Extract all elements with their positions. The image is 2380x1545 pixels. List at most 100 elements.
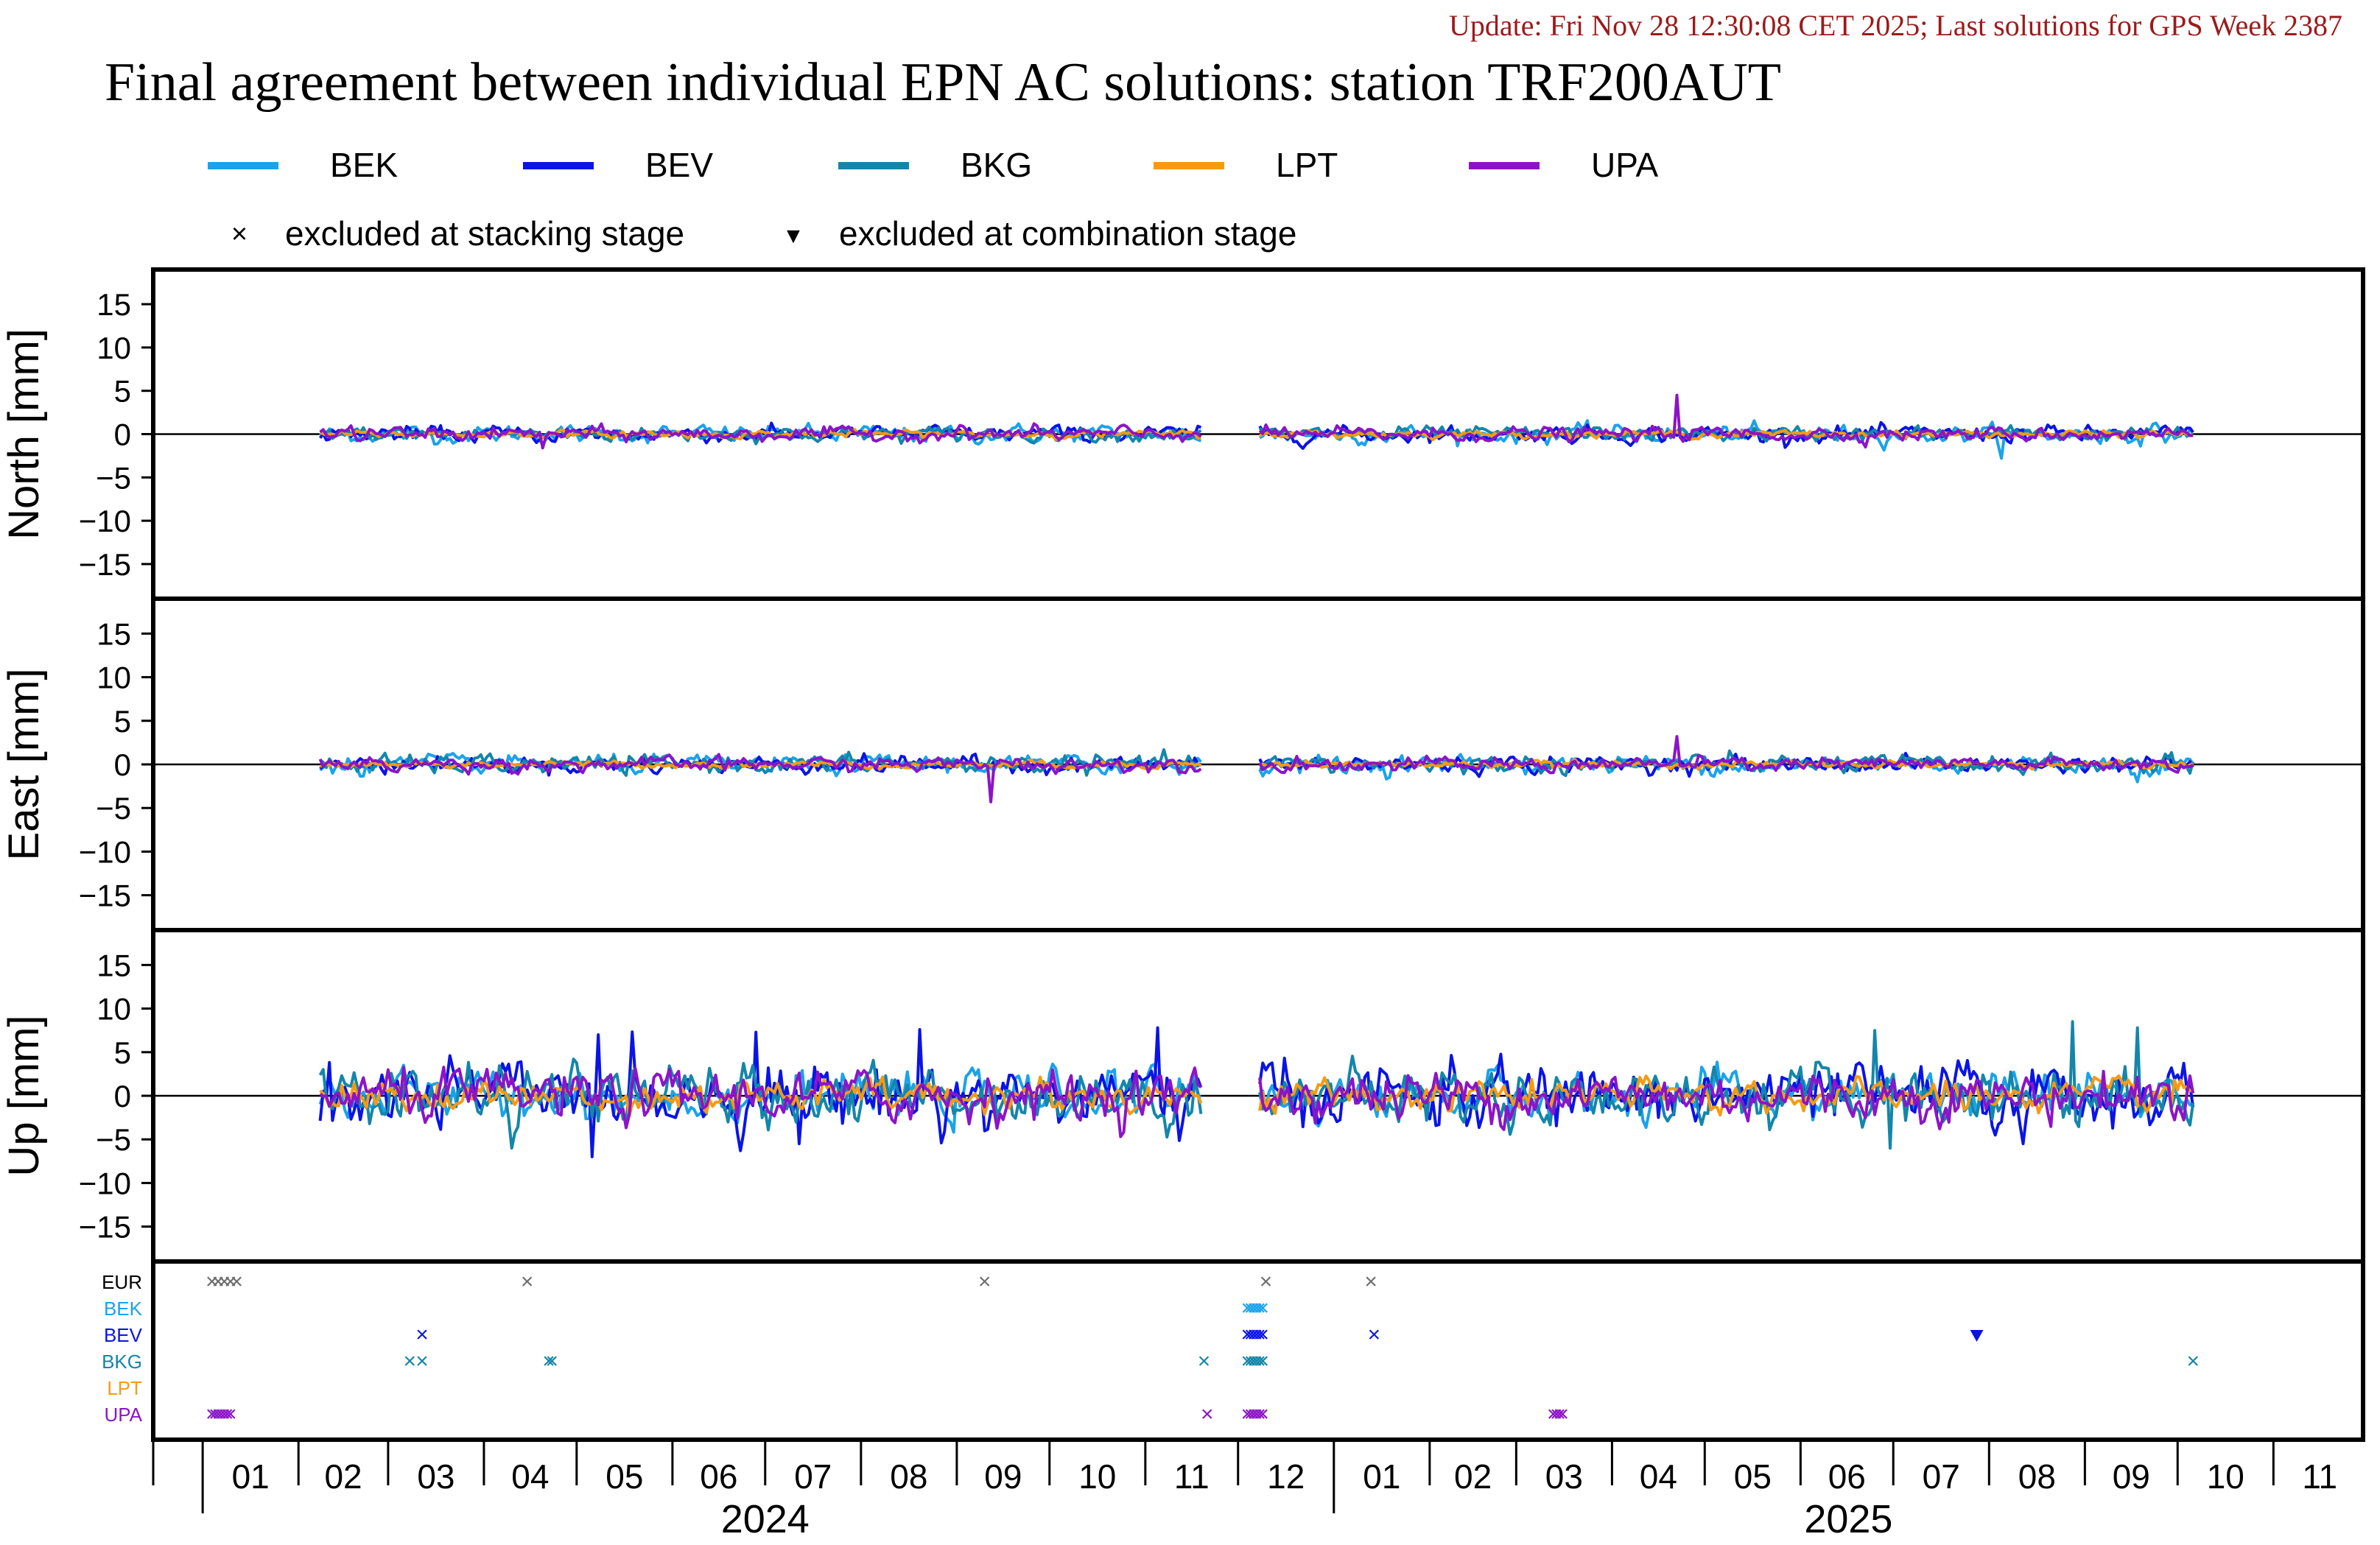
month-tick-label: 02	[1454, 1457, 1492, 1496]
stacking-exclusion-mark: ×	[1201, 1402, 1214, 1426]
month-tick-label: 06	[700, 1457, 737, 1496]
legend-item-upa: UPA	[1469, 146, 1658, 184]
stacking-exclusion-mark: ×	[1253, 1323, 1266, 1347]
stacking-exclusion-mark: ×	[1241, 1402, 1254, 1426]
legend-item-bkg: BKG	[838, 146, 1032, 184]
stacking-exclusion-mark: ×	[206, 1402, 219, 1426]
stacking-exclusion-mark: ×	[1257, 1402, 1270, 1426]
stacking-exclusion-mark: ×	[1556, 1402, 1570, 1426]
month-tick-label: 01	[232, 1457, 270, 1496]
stacking-exclusion-mark: ×	[1244, 1402, 1257, 1426]
stacking-exclusion-mark: ×	[231, 1270, 244, 1294]
exclusion-row-bkg: BKG × × ×× × ×××××× ×	[102, 1349, 2200, 1373]
stacking-exclusion-mark: ×	[1244, 1349, 1257, 1373]
legend-marker-label: excluded at combination stage	[839, 214, 1296, 253]
stacking-exclusion-mark: ×	[1241, 1296, 1254, 1320]
y-tick-label: −10	[79, 1166, 131, 1200]
stacking-exclusion-mark: ×	[521, 1270, 534, 1294]
legend-marker-combination: ▼ excluded at combination stage	[782, 214, 1296, 253]
exclusion-row-bev: BEV × ×××××× ×	[104, 1323, 1984, 1347]
month-tick-label: 07	[794, 1457, 832, 1496]
stacking-exclusion-mark: ×	[1247, 1323, 1260, 1347]
stacking-exclusion-mark: ×	[218, 1270, 231, 1294]
stacking-exclusion-mark: ×	[1247, 1296, 1260, 1320]
stacking-exclusion-mark: ×	[221, 1402, 234, 1426]
month-tick-label: 03	[1545, 1457, 1583, 1496]
legend-label: BEV	[645, 146, 713, 184]
legend-label: LPT	[1276, 146, 1338, 184]
exclusion-row-lpt: LPT	[107, 1377, 142, 1399]
series-line-upa	[319, 393, 2194, 450]
month-tick-label: 08	[890, 1457, 927, 1496]
y-tick-label: −10	[79, 834, 131, 869]
month-tick-label: 05	[1734, 1457, 1772, 1496]
y-tick-label: 0	[114, 418, 131, 452]
month-tick-label: 07	[1923, 1457, 1960, 1496]
stacking-exclusion-mark: ×	[224, 1270, 237, 1294]
exclusion-row-label: LPT	[107, 1377, 142, 1399]
legend-item-lpt: LPT	[1154, 146, 1338, 184]
month-tick-label: 11	[2302, 1457, 2337, 1496]
y-tick-label: 10	[96, 331, 131, 365]
y-axis-label: East [mm]	[0, 668, 48, 860]
y-axis-label: North [mm]	[0, 328, 48, 540]
stacking-exclusion-mark: ×	[218, 1402, 231, 1426]
stacking-exclusion-mark: ×	[1198, 1349, 1211, 1373]
stacking-exclusion-mark: ×	[1253, 1349, 1266, 1373]
y-tick-label: 0	[114, 747, 131, 782]
stacking-exclusion-mark: ×	[1550, 1402, 1563, 1426]
legend-label: BKG	[961, 146, 1032, 184]
month-tick-label: 03	[417, 1457, 454, 1496]
stacking-exclusion-mark: ×	[224, 1402, 237, 1426]
y-tick-label: −5	[96, 791, 131, 826]
series-line-upa	[318, 735, 2194, 803]
month-tick-label: 06	[1828, 1457, 1866, 1496]
chart-title: Final agreement between individual EPN A…	[105, 52, 1781, 113]
exclusion-panel: EUR ××××× × × × ×BEK ××××××BEV × ×××××× ×BKG × × ×× ×…	[102, 1259, 2365, 1442]
y-tick-label: 15	[96, 948, 131, 982]
y-tick-label: 0	[114, 1079, 131, 1113]
combination-exclusion-mark	[1970, 1330, 1984, 1342]
exclusion-background	[153, 1261, 2363, 1440]
stacking-exclusion-mark: ×	[1257, 1349, 1270, 1373]
y-tick-label: 15	[96, 287, 131, 322]
panel-north: 15 10 5 0 −5 −10 −15 North [mm]	[0, 267, 2365, 601]
month-tick-label: 12	[1267, 1457, 1305, 1496]
y-tick-label: 5	[114, 704, 131, 739]
year-label: 2025	[1804, 1497, 1892, 1541]
stacking-exclusion-mark: ×	[1250, 1296, 1263, 1320]
legend-item-bek: BEK	[208, 146, 398, 184]
month-tick-label: 09	[984, 1457, 1022, 1496]
exclusion-row-label: EUR	[102, 1271, 142, 1293]
month-tick-label: 11	[1174, 1457, 1210, 1496]
stacking-exclusion-mark: ×	[206, 1270, 219, 1294]
exclusion-row-eur: EUR ××××× × × × ×	[102, 1270, 1377, 1294]
stacking-exclusion-mark: ×	[211, 1402, 225, 1426]
y-tick-label: −15	[79, 1210, 131, 1245]
y-tick-label: 5	[114, 1035, 131, 1070]
legend-marker-symbol: ▼	[782, 224, 804, 248]
panel-up: 15 10 5 0 −5 −10 −15 Up [mm]	[0, 928, 2365, 1264]
y-tick-label: 10	[96, 661, 131, 695]
month-tick-label: 10	[2207, 1457, 2244, 1496]
stacking-exclusion-mark: ×	[1241, 1349, 1254, 1373]
stacking-exclusion-mark: ×	[1368, 1323, 1381, 1347]
stacking-exclusion-mark: ×	[215, 1402, 228, 1426]
stacking-exclusion-mark: ×	[1253, 1402, 1266, 1426]
month-tick-label: 02	[324, 1457, 362, 1496]
stacking-exclusion-mark: ×	[1244, 1296, 1257, 1320]
stacking-exclusion-mark: ×	[545, 1349, 558, 1373]
year-label: 2024	[721, 1497, 810, 1541]
y-tick-label: −5	[96, 1122, 131, 1157]
stacking-exclusion-mark: ×	[1257, 1323, 1270, 1347]
stacking-exclusion-mark: ×	[208, 1402, 222, 1426]
y-tick-label: −15	[79, 879, 131, 913]
stacking-exclusion-mark: ×	[1253, 1296, 1266, 1320]
y-tick-label: −15	[79, 547, 131, 582]
month-tick-label: 10	[1078, 1457, 1116, 1496]
month-tick-label: 05	[605, 1457, 643, 1496]
month-tick-label: 01	[1363, 1457, 1400, 1496]
y-tick-label: 5	[114, 374, 131, 409]
legend-marker-label: excluded at stacking stage	[285, 214, 684, 253]
